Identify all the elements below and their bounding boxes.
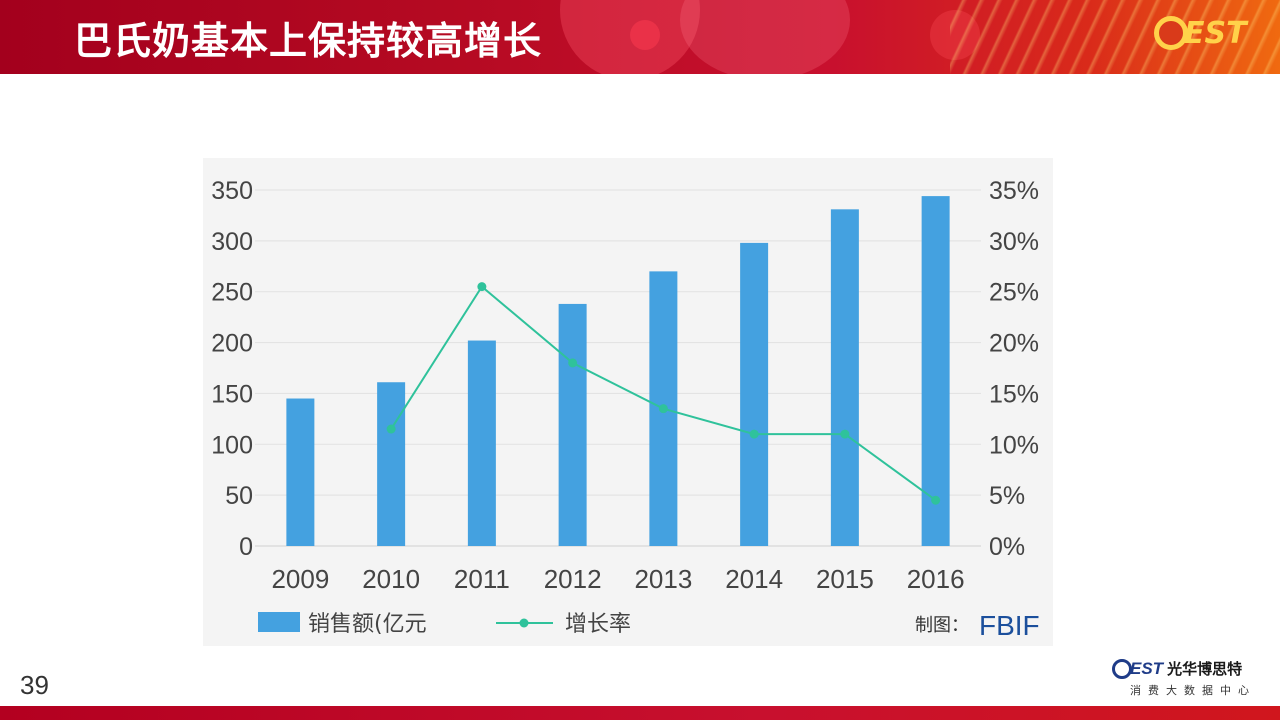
y-left-tick-label: 50 [225, 482, 253, 510]
chart-panel: 0 0% 50 5% 100 10% 150 15% 200 20% 250 25% 300 30% 350… [203, 158, 1053, 646]
y-left-tick-label: 300 [211, 228, 253, 256]
y-right-tick-label: 35% [989, 177, 1039, 205]
y-right-tick-label: 25% [989, 279, 1039, 307]
x-tick-label: 2016 [907, 564, 965, 594]
footer-logo-icon [1112, 658, 1132, 679]
growth-rate-point [568, 358, 578, 368]
best-logo: EST [1154, 12, 1258, 54]
y-right-tick-label: 15% [989, 380, 1039, 408]
x-tick-label: 2013 [634, 564, 692, 594]
legend-label-sales: 销售额(亿元 [308, 612, 427, 637]
footer-logo-name: 光华博思特 [1167, 660, 1243, 678]
footer-logo-subtitle: 消费大数据中心 [1130, 684, 1256, 697]
page-number: 39 [20, 670, 49, 700]
page-title: 巴氏奶基本上保持较高增长 [74, 19, 543, 63]
y-right-tick-label: 5% [989, 482, 1025, 510]
x-tick-label: 2009 [271, 564, 329, 594]
footer-logo-row: EST 光华博思特 [1112, 658, 1272, 679]
y-left-tick-label: 0 [239, 533, 253, 561]
y-left-tick-label: 150 [211, 380, 253, 408]
bar [377, 382, 406, 546]
y-left-tick-label: 250 [211, 279, 253, 307]
y-right-tick-label: 20% [989, 330, 1039, 358]
bar [830, 209, 859, 546]
y-left-tick-label: 100 [211, 431, 253, 459]
bokeh-decoration [630, 20, 660, 50]
source-label: 制图： [915, 615, 969, 636]
y-left-tick-label: 350 [211, 177, 253, 205]
bar [467, 340, 496, 546]
bar [921, 196, 950, 547]
bottom-bar [0, 706, 1280, 720]
legend-marker-growth [519, 618, 529, 628]
y-left-tick-label: 200 [211, 330, 253, 358]
bokeh-decoration [930, 10, 980, 60]
bar [558, 303, 587, 546]
source-brand: FBIF [979, 610, 1040, 641]
x-tick-label: 2011 [454, 564, 510, 594]
x-tick-label: 2014 [725, 564, 783, 594]
bar [740, 242, 769, 546]
growth-rate-point [840, 429, 850, 439]
growth-rate-point [749, 429, 759, 439]
bar [286, 398, 315, 546]
light-rays-decoration [950, 0, 1280, 74]
x-tick-label: 2012 [544, 564, 602, 594]
x-tick-label: 2015 [816, 564, 874, 594]
footer-logo: EST 光华博思特 消费大数据中心 [1112, 658, 1272, 702]
y-right-tick-label: 30% [989, 228, 1039, 256]
bokeh-decoration [680, 0, 850, 74]
growth-rate-point [386, 424, 396, 434]
legend-label-growth: 增长率 [565, 612, 631, 637]
y-right-tick-label: 0% [989, 533, 1025, 561]
best-logo-icon [1154, 16, 1188, 50]
growth-rate-point [931, 495, 941, 505]
x-tick-label: 2010 [362, 564, 420, 594]
legend-swatch-sales [258, 612, 300, 632]
y-right-tick-label: 10% [989, 431, 1039, 459]
best-logo-text: EST [1184, 15, 1247, 51]
growth-rate-point [477, 282, 487, 292]
footer-logo-est: EST [1130, 658, 1164, 678]
sales-growth-chart: 0 0% 50 5% 100 10% 150 15% 200 20% 250 25% 300 30% 350… [211, 177, 1040, 641]
growth-rate-point [658, 404, 668, 414]
header-banner: 巴氏奶基本上保持较高增长 EST [0, 0, 1280, 74]
